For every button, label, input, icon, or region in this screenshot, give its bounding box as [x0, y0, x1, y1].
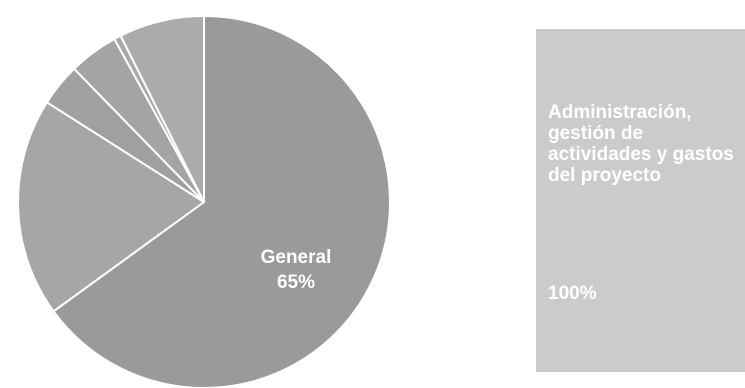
bar-value-label: 100%: [548, 283, 597, 304]
pie-slice-5: [119, 14, 205, 203]
bar-administracion: Administración, gestión de actividades y…: [536, 29, 745, 372]
bar-label: Administración, gestión de actividades y…: [548, 102, 734, 186]
pie-slices: [17, 14, 391, 388]
pie-slice-1: [17, 100, 206, 313]
pie-labels: General 65%: [261, 247, 332, 293]
slice-label-general: General: [261, 247, 332, 268]
pie-slice-0: [52, 14, 391, 388]
slice-value-general: 65%: [277, 272, 315, 293]
